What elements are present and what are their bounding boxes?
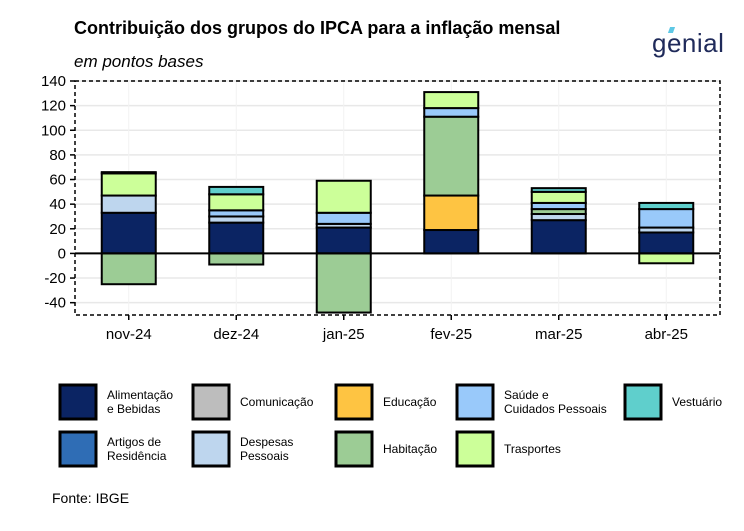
legend-label: Alimentação e Bebidas xyxy=(107,388,173,416)
bar-segment xyxy=(315,179,372,214)
plot-frame xyxy=(74,80,721,316)
bar-segment xyxy=(530,190,587,204)
legend-swatch xyxy=(58,430,98,468)
source-note: Fonte: IBGE xyxy=(52,490,130,506)
y-tick-label: 0 xyxy=(58,245,66,262)
legend-label: Saúde e Cuidados Pessoais xyxy=(504,388,607,416)
bar-segment xyxy=(423,194,480,232)
legend-swatch xyxy=(334,383,374,421)
chart-title: Contribuição dos grupos do IPCA para a i… xyxy=(74,18,561,38)
legend-swatch xyxy=(191,430,231,468)
brand-logo: genial xyxy=(652,28,725,58)
y-tick-label: -20 xyxy=(44,270,66,287)
y-tick-label: 80 xyxy=(49,147,66,164)
bar-segment xyxy=(423,229,480,255)
bar-segment xyxy=(638,201,695,211)
legend-label: Vestuário xyxy=(672,395,722,409)
legend-label: Artigos de Residência xyxy=(107,435,167,463)
y-tick-label: 120 xyxy=(41,98,66,115)
chart-subtitle: em pontos bases xyxy=(74,52,204,71)
y-tick-label: -40 xyxy=(44,295,66,312)
bar-segment xyxy=(100,171,157,175)
bar-segment xyxy=(638,252,695,265)
bar-segment xyxy=(100,172,157,197)
legend-swatch xyxy=(58,383,98,421)
bar-segment xyxy=(315,252,372,314)
legend-label: Habitação xyxy=(383,442,437,456)
legend-label: Educação xyxy=(383,395,437,409)
bar-segment xyxy=(100,194,157,214)
legend-label: Trasportes xyxy=(504,442,561,456)
y-tick-label: 20 xyxy=(49,221,66,238)
bar-segment xyxy=(208,221,265,255)
y-tick-label: 140 xyxy=(41,73,66,90)
bar-segment xyxy=(638,208,695,229)
legend-swatch xyxy=(334,430,374,468)
bar-segment xyxy=(530,219,587,255)
bar-segment xyxy=(208,193,265,212)
bar-segment xyxy=(423,115,480,197)
legend-swatch xyxy=(455,383,495,421)
bar-segment xyxy=(423,91,480,110)
bar-segment xyxy=(100,211,157,255)
x-tick-label: dez-24 xyxy=(213,326,259,343)
legend-swatch xyxy=(623,383,663,421)
bar-segment xyxy=(315,211,372,225)
bar-segment xyxy=(100,252,157,286)
bar-segment xyxy=(315,226,372,255)
bar-segment xyxy=(423,107,480,118)
x-tick-label: fev-25 xyxy=(430,326,472,343)
bar-segment xyxy=(208,252,265,266)
x-tick-label: abr-25 xyxy=(645,326,688,343)
x-tick-label: nov-24 xyxy=(106,326,152,343)
legend-swatch xyxy=(455,430,495,468)
y-tick-label: 40 xyxy=(49,196,66,213)
x-tick-label: mar-25 xyxy=(535,326,583,343)
y-tick-label: 60 xyxy=(49,172,66,189)
bar-segment xyxy=(530,187,587,193)
bar-segment xyxy=(638,231,695,255)
y-tick-label: 100 xyxy=(41,122,66,139)
legend-label: Comunicação xyxy=(240,395,314,409)
legend-swatch xyxy=(191,383,231,421)
legend-label: Despesas Pessoais xyxy=(240,435,293,463)
bar-segment xyxy=(208,185,265,196)
x-tick-label: jan-25 xyxy=(322,326,365,343)
